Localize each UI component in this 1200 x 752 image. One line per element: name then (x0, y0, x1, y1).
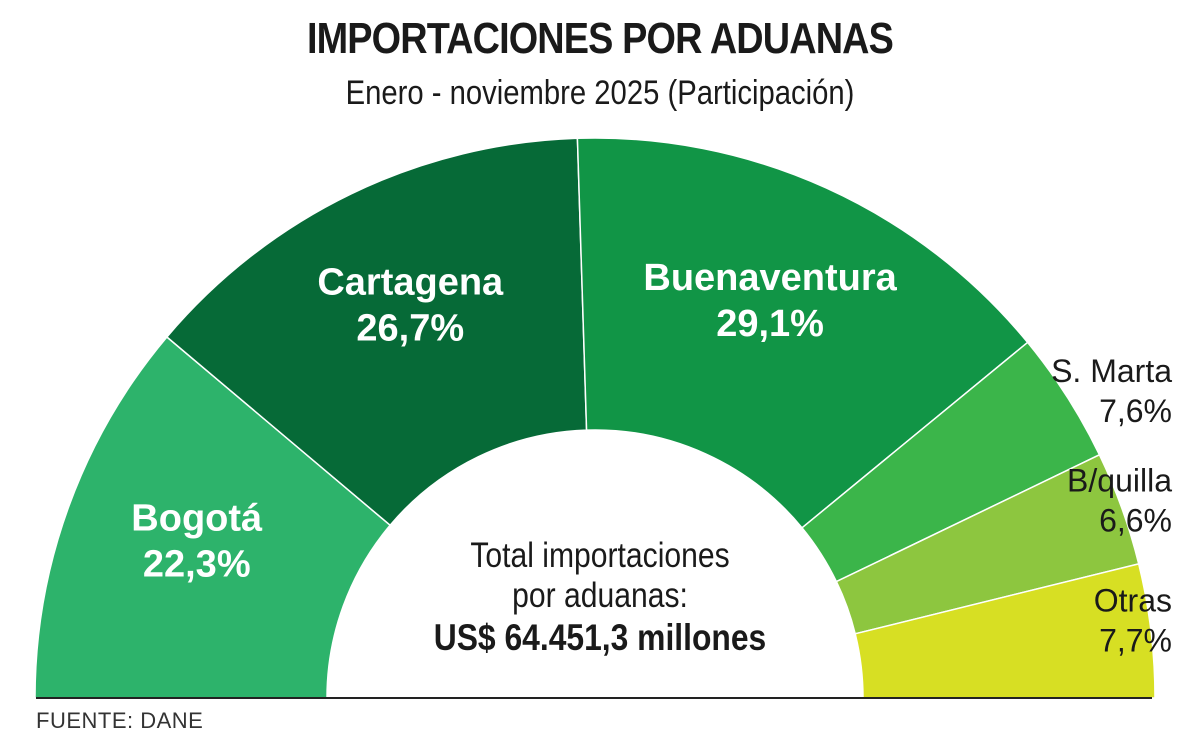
slice-value-4: 6,6% (1099, 503, 1172, 539)
slice-name-4: B/quilla (1067, 463, 1172, 499)
slice-value-2: 29,1% (716, 303, 824, 345)
slice-name-2: Buenaventura (643, 257, 897, 299)
slice-1 (165, 137, 588, 527)
slice-value-5: 7,7% (1099, 623, 1172, 659)
slice-name-1: Cartagena (317, 261, 504, 303)
slice-name-3: S. Marta (1051, 353, 1172, 389)
slice-2 (576, 137, 1029, 529)
slice-0 (34, 335, 392, 699)
slice-value-0: 22,3% (143, 543, 251, 585)
center-total-value: US$ 64.451,3 millones (433, 617, 767, 658)
center-total-line1: Total importaciones (470, 536, 730, 575)
chart-title: IMPORTACIONES POR ADUANAS (306, 14, 894, 63)
chart-subtitle: Enero - noviembre 2025 (Participación) (345, 74, 855, 112)
center-total: Total importaciones por aduanas: US$ 64.… (380, 536, 820, 660)
slice-value-3: 7,6% (1099, 393, 1172, 429)
slice-value-1: 26,7% (356, 307, 464, 349)
center-total-line2: por aduanas: (512, 576, 688, 615)
source-note: FUENTE: DANE (36, 708, 204, 733)
slice-name-0: Bogotá (131, 497, 263, 539)
slice-name-5: Otras (1094, 583, 1172, 619)
slice-5 (854, 562, 1156, 699)
